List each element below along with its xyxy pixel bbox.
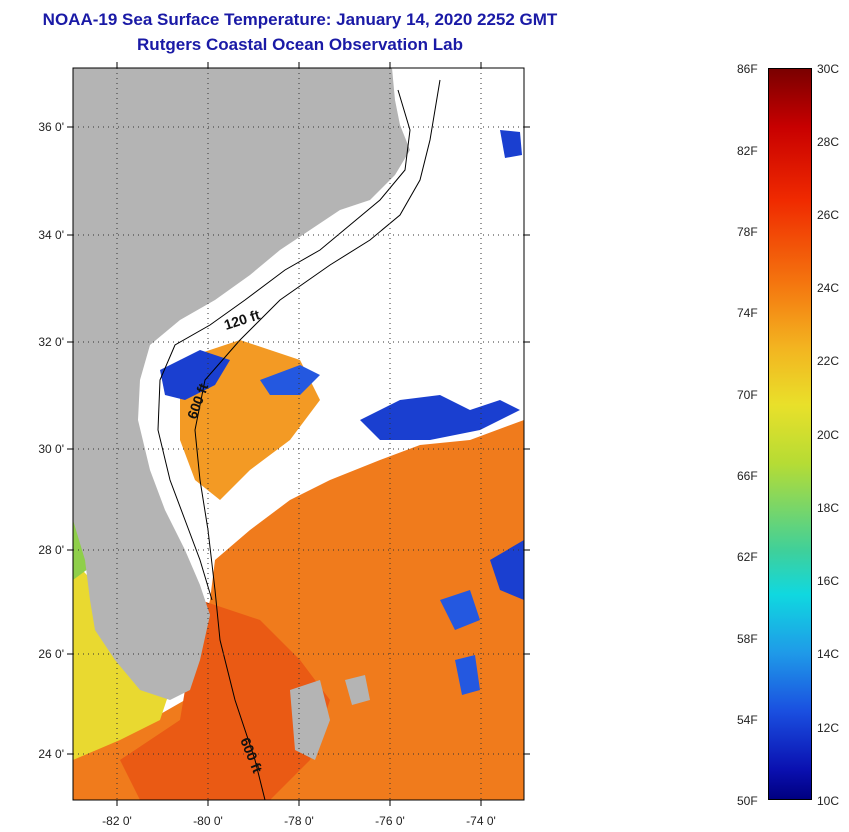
lat-tick-label: 36 0' <box>38 120 64 134</box>
island <box>345 675 370 705</box>
map-title: NOAA-19 Sea Surface Temperature: January… <box>42 10 558 29</box>
lat-tick-label: 34 0' <box>38 228 64 242</box>
colorbar-c-label: 16C <box>817 574 840 588</box>
colorbar-f-label: 54F <box>737 713 758 727</box>
colorbar-f-label: 82F <box>737 144 758 158</box>
cold-patch <box>500 130 522 158</box>
temperature-colorbar <box>768 68 812 800</box>
graticule <box>73 68 524 800</box>
lat-tick-label: 32 0' <box>38 335 64 349</box>
colorbar-f-label: 70F <box>737 388 758 402</box>
colorbar-c-label: 18C <box>817 501 840 515</box>
lat-tick-label: 26 0' <box>38 647 64 661</box>
colorbar-c-label: 14C <box>817 647 840 661</box>
cold-patch <box>440 590 480 630</box>
lon-tick-label: -80 0' <box>193 814 223 828</box>
colorbar-f-label: 62F <box>737 550 758 564</box>
colorbar-c-label: 28C <box>817 135 840 149</box>
colorbar-c-label: 20C <box>817 428 840 442</box>
lon-tick-label: -74 0' <box>466 814 496 828</box>
tick-marks <box>67 62 530 806</box>
map-subtitle: Rutgers Coastal Ocean Observation Lab <box>137 35 463 54</box>
island <box>290 680 330 760</box>
colorbar-f-label: 66F <box>737 469 758 483</box>
cold-patch <box>260 365 320 395</box>
colorbar-c-label: 26C <box>817 208 840 222</box>
lat-tick-label: 28 0' <box>38 543 64 557</box>
cold-patch <box>160 350 230 400</box>
cold-patch <box>360 395 520 440</box>
lon-tick-label: -82 0' <box>102 814 132 828</box>
colorbar-c-label: 10C <box>817 794 840 808</box>
colorbar-f-label: 58F <box>737 632 758 646</box>
lat-tick-label: 30 0' <box>38 442 64 456</box>
depth-contour-600ft <box>194 79 441 800</box>
cold-patch <box>490 540 524 600</box>
warm-water-patch <box>120 600 330 800</box>
lon-tick-label: -78 0' <box>284 814 314 828</box>
colorbar-f-label: 74F <box>737 306 758 320</box>
land-mass <box>73 68 410 700</box>
cold-patch <box>455 655 480 695</box>
depth-contour-120ft <box>157 89 411 601</box>
colorbar-f-label: 50F <box>737 794 758 808</box>
lat-tick-label: 24 0' <box>38 747 64 761</box>
colorbar-f-label: 86F <box>737 62 758 76</box>
colorbar-c-label: 24C <box>817 281 840 295</box>
colorbar-c-label: 22C <box>817 354 840 368</box>
colorbar-f-label: 78F <box>737 225 758 239</box>
colorbar-c-label: 12C <box>817 721 840 735</box>
lon-tick-label: -76 0' <box>375 814 405 828</box>
colorbar-c-label: 30C <box>817 62 840 76</box>
